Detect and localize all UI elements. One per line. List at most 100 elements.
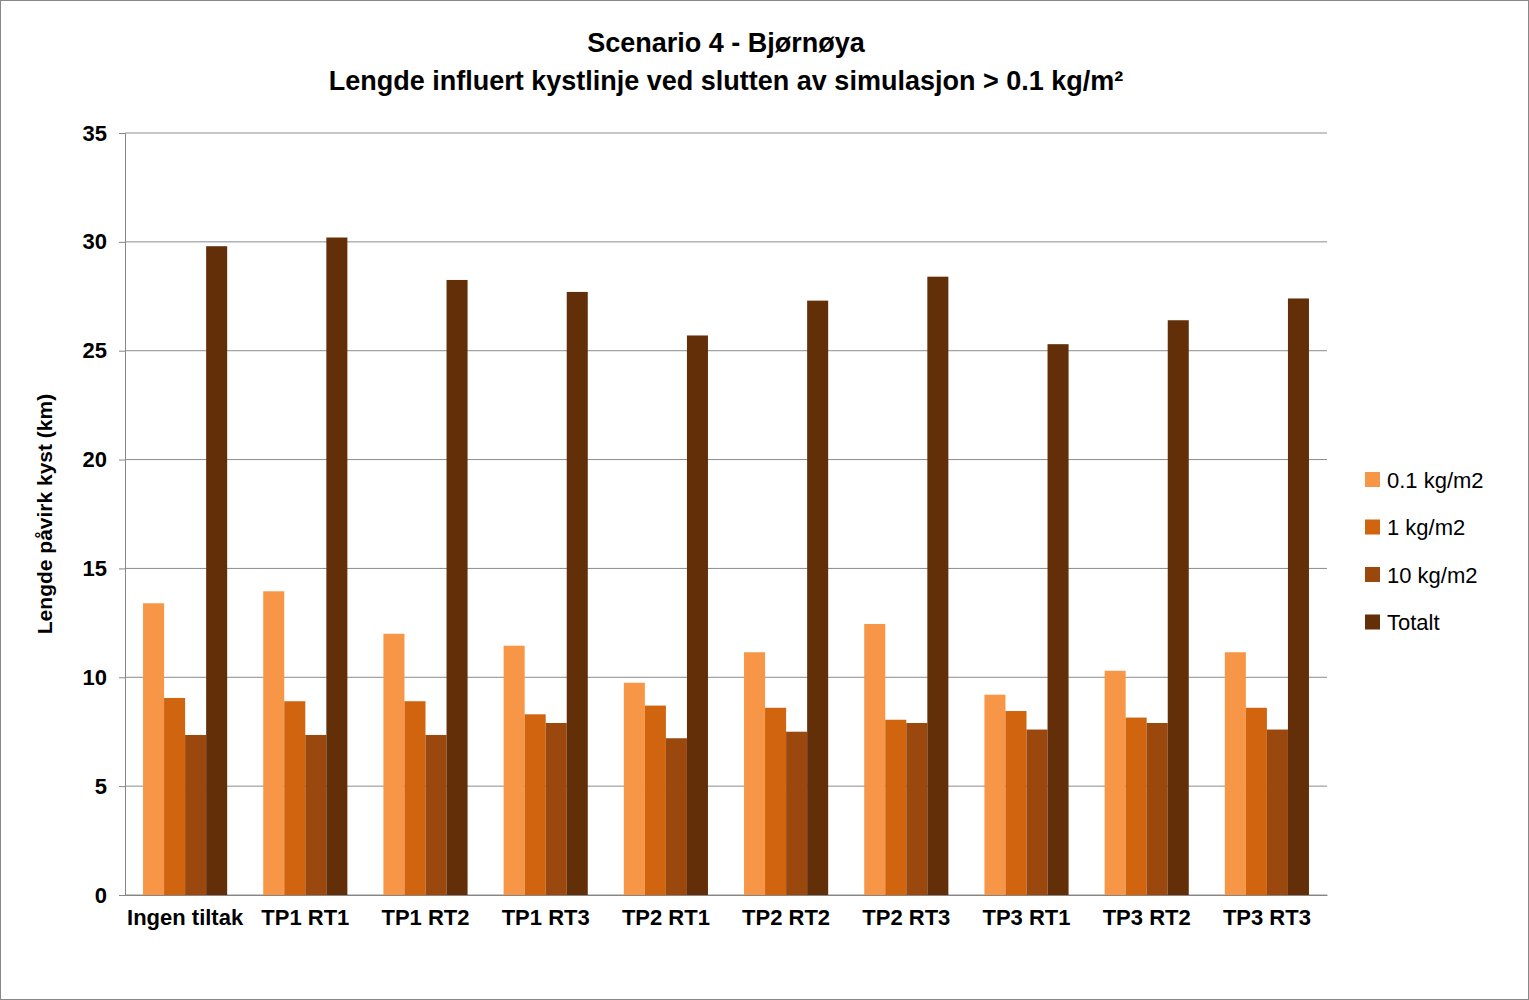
tick-label: TP2 RT3 [862,905,950,930]
bar [383,634,404,895]
bar [1005,711,1026,895]
tick: 0 [95,883,125,908]
legend-swatch [1365,472,1380,487]
grid [125,133,1327,895]
legend-label: 0.1 kg/m2 [1387,468,1484,493]
tick-label: TP1 RT1 [261,905,349,930]
bar [305,735,326,895]
bar [546,723,567,895]
y-axis: 0 5 10 15 20 25 30 35 [83,121,126,908]
tick-label: 25 [83,338,107,363]
bar [185,735,206,895]
tick: TP3 RT3 [1223,895,1311,930]
tick: 5 [95,774,125,799]
bar [927,277,948,895]
bar [1246,708,1267,895]
axis-line [126,895,1328,896]
legend-label: Totalt [1387,610,1440,635]
bar [744,652,765,895]
tick: TP2 RT3 [862,895,950,930]
tick: TP3 RT1 [982,895,1070,930]
tick: TP1 RT3 [502,895,590,930]
bar [326,238,347,895]
bar [206,246,227,895]
tick: 10 [83,665,125,690]
bar [447,280,468,895]
legend-swatch [1365,615,1380,630]
tick-label: 20 [83,447,107,472]
tick: TP2 RT2 [742,895,830,930]
bar [263,591,284,895]
legend-swatch [1365,567,1380,582]
legend-item: 10 kg/m2 [1365,563,1478,588]
tick-mark [119,351,125,352]
tick-label: 10 [83,665,107,690]
tick-mark [119,786,125,787]
bar [1168,320,1189,895]
grid-line [125,677,1327,678]
tick: 25 [83,338,125,363]
bar [1147,723,1168,895]
grid-line [125,350,1327,351]
tick-label: 5 [95,774,107,799]
tick: 30 [83,229,125,254]
tick-label: 35 [83,121,107,146]
tick-label: 15 [83,556,107,581]
bar [164,698,185,895]
bar [1027,730,1048,895]
tick-label: TP1 RT3 [502,905,590,930]
bar [426,735,447,895]
tick-mark [119,242,125,243]
title: Scenario 4 - BjørnøyaLengde influert kys… [329,28,1123,96]
bar [885,720,906,895]
y-axis-title: Lengde påvirk kyst (km) [33,394,56,634]
tick-label: TP2 RT2 [742,905,830,930]
tick-label: TP1 RT2 [381,905,469,930]
bar [1288,298,1309,895]
tick-label: TP3 RT2 [1103,905,1191,930]
bar [786,732,807,895]
bar [1126,718,1147,895]
tick-mark [119,460,125,461]
tick-label: TP2 RT1 [622,905,710,930]
tick-mark [119,677,125,678]
bar [284,701,305,895]
tick-label: 30 [83,229,107,254]
tick: TP1 RT2 [381,895,469,930]
tick: TP3 RT2 [1103,895,1191,930]
grid-line [125,133,1327,134]
grid-line [125,568,1327,569]
bar [624,683,645,895]
bar [1105,671,1126,895]
tick-mark [119,895,125,896]
bar [666,738,687,895]
tick: 35 [83,121,125,146]
tick: Ingen tiltak [127,895,244,930]
tick-label: TP3 RT1 [982,905,1070,930]
frame [1,1,1529,1000]
legend-label: 1 kg/m2 [1387,515,1465,540]
legend-item: 1 kg/m2 [1365,515,1465,540]
bar [687,335,708,895]
legend-label: 10 kg/m2 [1387,563,1478,588]
bar [504,646,525,895]
legend-swatch [1365,520,1380,535]
tick: TP2 RT1 [622,895,710,930]
tick: TP1 RT1 [261,895,349,930]
chart: 0 5 10 15 20 25 30 35 Ingen tiltak TP1 RT1 TP1 RT2… [0,0,1529,1000]
bar [864,624,885,895]
tick-label: 0 [95,883,107,908]
series [206,238,1309,895]
bar [984,695,1005,895]
tick: 15 [83,556,125,581]
tick: 20 [83,447,125,472]
series [185,723,1288,895]
tick-label: Ingen tiltak [127,905,244,930]
bars [143,238,1309,895]
bar [807,301,828,895]
grid-line [125,459,1327,460]
x-axis: Ingen tiltak TP1 RT1 TP1 RT2 TP1 RT3 TP2 RT1… [126,895,1328,930]
bar [1048,344,1069,895]
bar [143,603,164,895]
bar [404,701,425,895]
